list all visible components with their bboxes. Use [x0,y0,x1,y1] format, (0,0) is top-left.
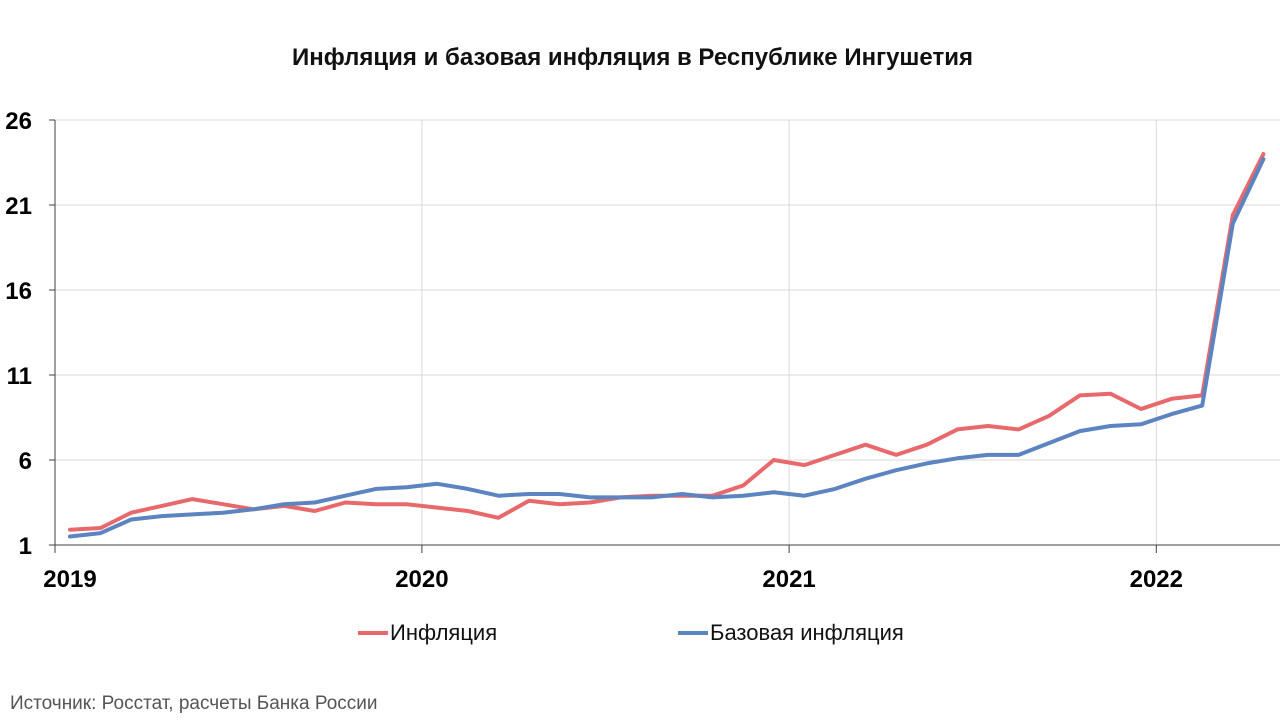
legend-label-inflation: Инфляция [390,620,498,645]
x-tick-label: 2019 [43,566,96,593]
legend-swatch-core [678,631,708,635]
source-note: Источник: Росстат, расчеты Банка России [10,693,378,714]
chart-title: Инфляция и базовая инфляция в Республике… [292,44,973,71]
legend-label-core: Базовая инфляция [710,620,904,645]
legend-swatch-inflation [358,631,388,635]
y-tick-label: 26 [5,108,32,135]
x-tick-label: 2021 [762,566,815,593]
legend-item-core: Базовая инфляция [678,620,904,646]
y-tick-label: 1 [19,533,32,560]
grid [55,119,1280,545]
series-lines [68,152,1266,539]
y-tick-label: 11 [7,363,32,390]
x-tick-labels: 2019 2020 2021 2022 [43,566,1183,593]
y-tick-label: 6 [19,448,32,475]
x-tick-label: 2022 [1130,566,1183,593]
x-tick-label: 2020 [395,566,448,593]
series-line-inflation [68,152,1266,532]
axes [49,119,1280,553]
series-line-core [68,157,1266,539]
legend: Инфляция Базовая инфляция [0,620,1280,652]
legend-item-inflation: Инфляция [358,620,497,646]
y-tick-label: 21 [5,193,32,220]
y-tick-label: 16 [5,278,32,305]
